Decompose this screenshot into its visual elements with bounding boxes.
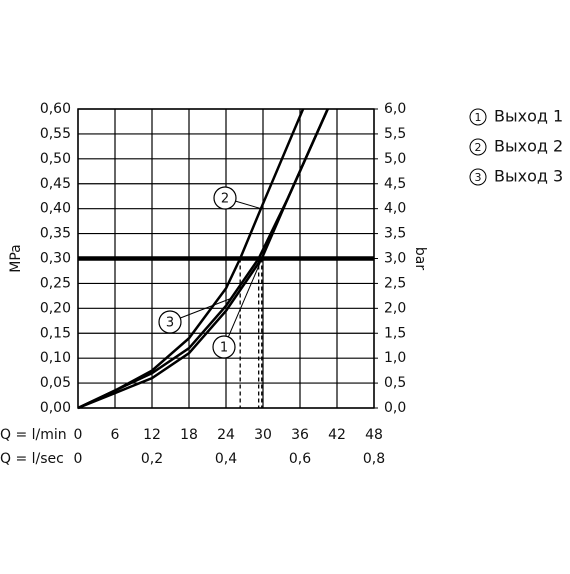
y-tick-label: 0,15 (40, 325, 71, 341)
legend-label: Выход 1 (494, 107, 563, 126)
x2-tick-label: 0,2 (141, 451, 163, 467)
x-tick-label: 30 (254, 427, 272, 443)
x-tick-label: 42 (328, 427, 346, 443)
callout-label: 2 (221, 192, 229, 207)
y2-tick-label: 1,0 (384, 350, 406, 366)
y-tick-label: 0,00 (40, 400, 71, 416)
y-axis-label: MPa (8, 244, 24, 272)
x-axis-label: Q = l/min (0, 427, 67, 443)
callout-circle (212, 335, 236, 359)
y2-tick-label: 4,0 (384, 201, 406, 217)
legend-label: Выход 2 (494, 137, 563, 156)
x-tick-label: 6 (111, 427, 120, 443)
y2-tick-label: 2,5 (384, 275, 406, 291)
legend-symbol-label: 1 (475, 111, 482, 124)
x-tick-label: 18 (180, 427, 198, 443)
y-tick-label: 0,45 (40, 176, 71, 192)
callout-circle (213, 186, 237, 210)
y2-tick-label: 1,5 (384, 325, 406, 341)
x2-tick-label: 0,6 (289, 451, 311, 467)
y-tick-label: 0,10 (40, 350, 71, 366)
y2-tick-label: 0,5 (384, 375, 406, 391)
x2-tick-label: 0 (74, 451, 83, 467)
y-tick-label: 0,35 (40, 226, 71, 242)
y-tick-label: 0,30 (40, 251, 71, 267)
x-tick-label: 12 (143, 427, 161, 443)
y2-tick-label: 5,0 (384, 151, 406, 167)
callout-circle (158, 310, 182, 334)
y-tick-label: 0,20 (40, 300, 71, 316)
x2-axis-label: Q = l/sec (0, 451, 64, 467)
callout-leader (223, 208, 284, 348)
y-tick-label: 0,05 (40, 375, 71, 391)
y2-tick-label: 2,0 (384, 300, 406, 316)
legend-symbol-label: 2 (475, 141, 482, 154)
x2-tick-label: 0,4 (215, 451, 237, 467)
legend-label: Выход 3 (494, 167, 563, 186)
y2-tick-label: 4,5 (384, 176, 406, 192)
y2-tick-label: 3,5 (384, 226, 406, 242)
y-tick-label: 0,25 (40, 275, 71, 291)
y-tick-label: 0,50 (40, 151, 71, 167)
series-line (77, 108, 329, 410)
x-tick-label: 0 (74, 427, 83, 443)
callout-label: 1 (220, 341, 228, 356)
x-tick-label: 48 (365, 427, 383, 443)
y2-tick-label: 0,0 (384, 400, 406, 416)
y2-tick-label: 6,0 (384, 101, 406, 117)
x-tick-label: 36 (291, 427, 309, 443)
callout-label: 3 (166, 316, 174, 331)
y2-axis-label: bar (412, 247, 428, 270)
y2-tick-label: 3,0 (384, 251, 406, 267)
y2-tick-label: 5,5 (384, 126, 406, 142)
y-tick-label: 0,60 (40, 101, 71, 117)
legend-symbol (469, 108, 487, 126)
legend-symbol (469, 138, 487, 156)
y-tick-label: 0,55 (40, 126, 71, 142)
legend-symbol (469, 168, 487, 186)
x-tick-label: 24 (217, 427, 235, 443)
x2-tick-label: 0,8 (363, 451, 385, 467)
legend-symbol-label: 3 (475, 171, 482, 184)
y-tick-label: 0,40 (40, 201, 71, 217)
